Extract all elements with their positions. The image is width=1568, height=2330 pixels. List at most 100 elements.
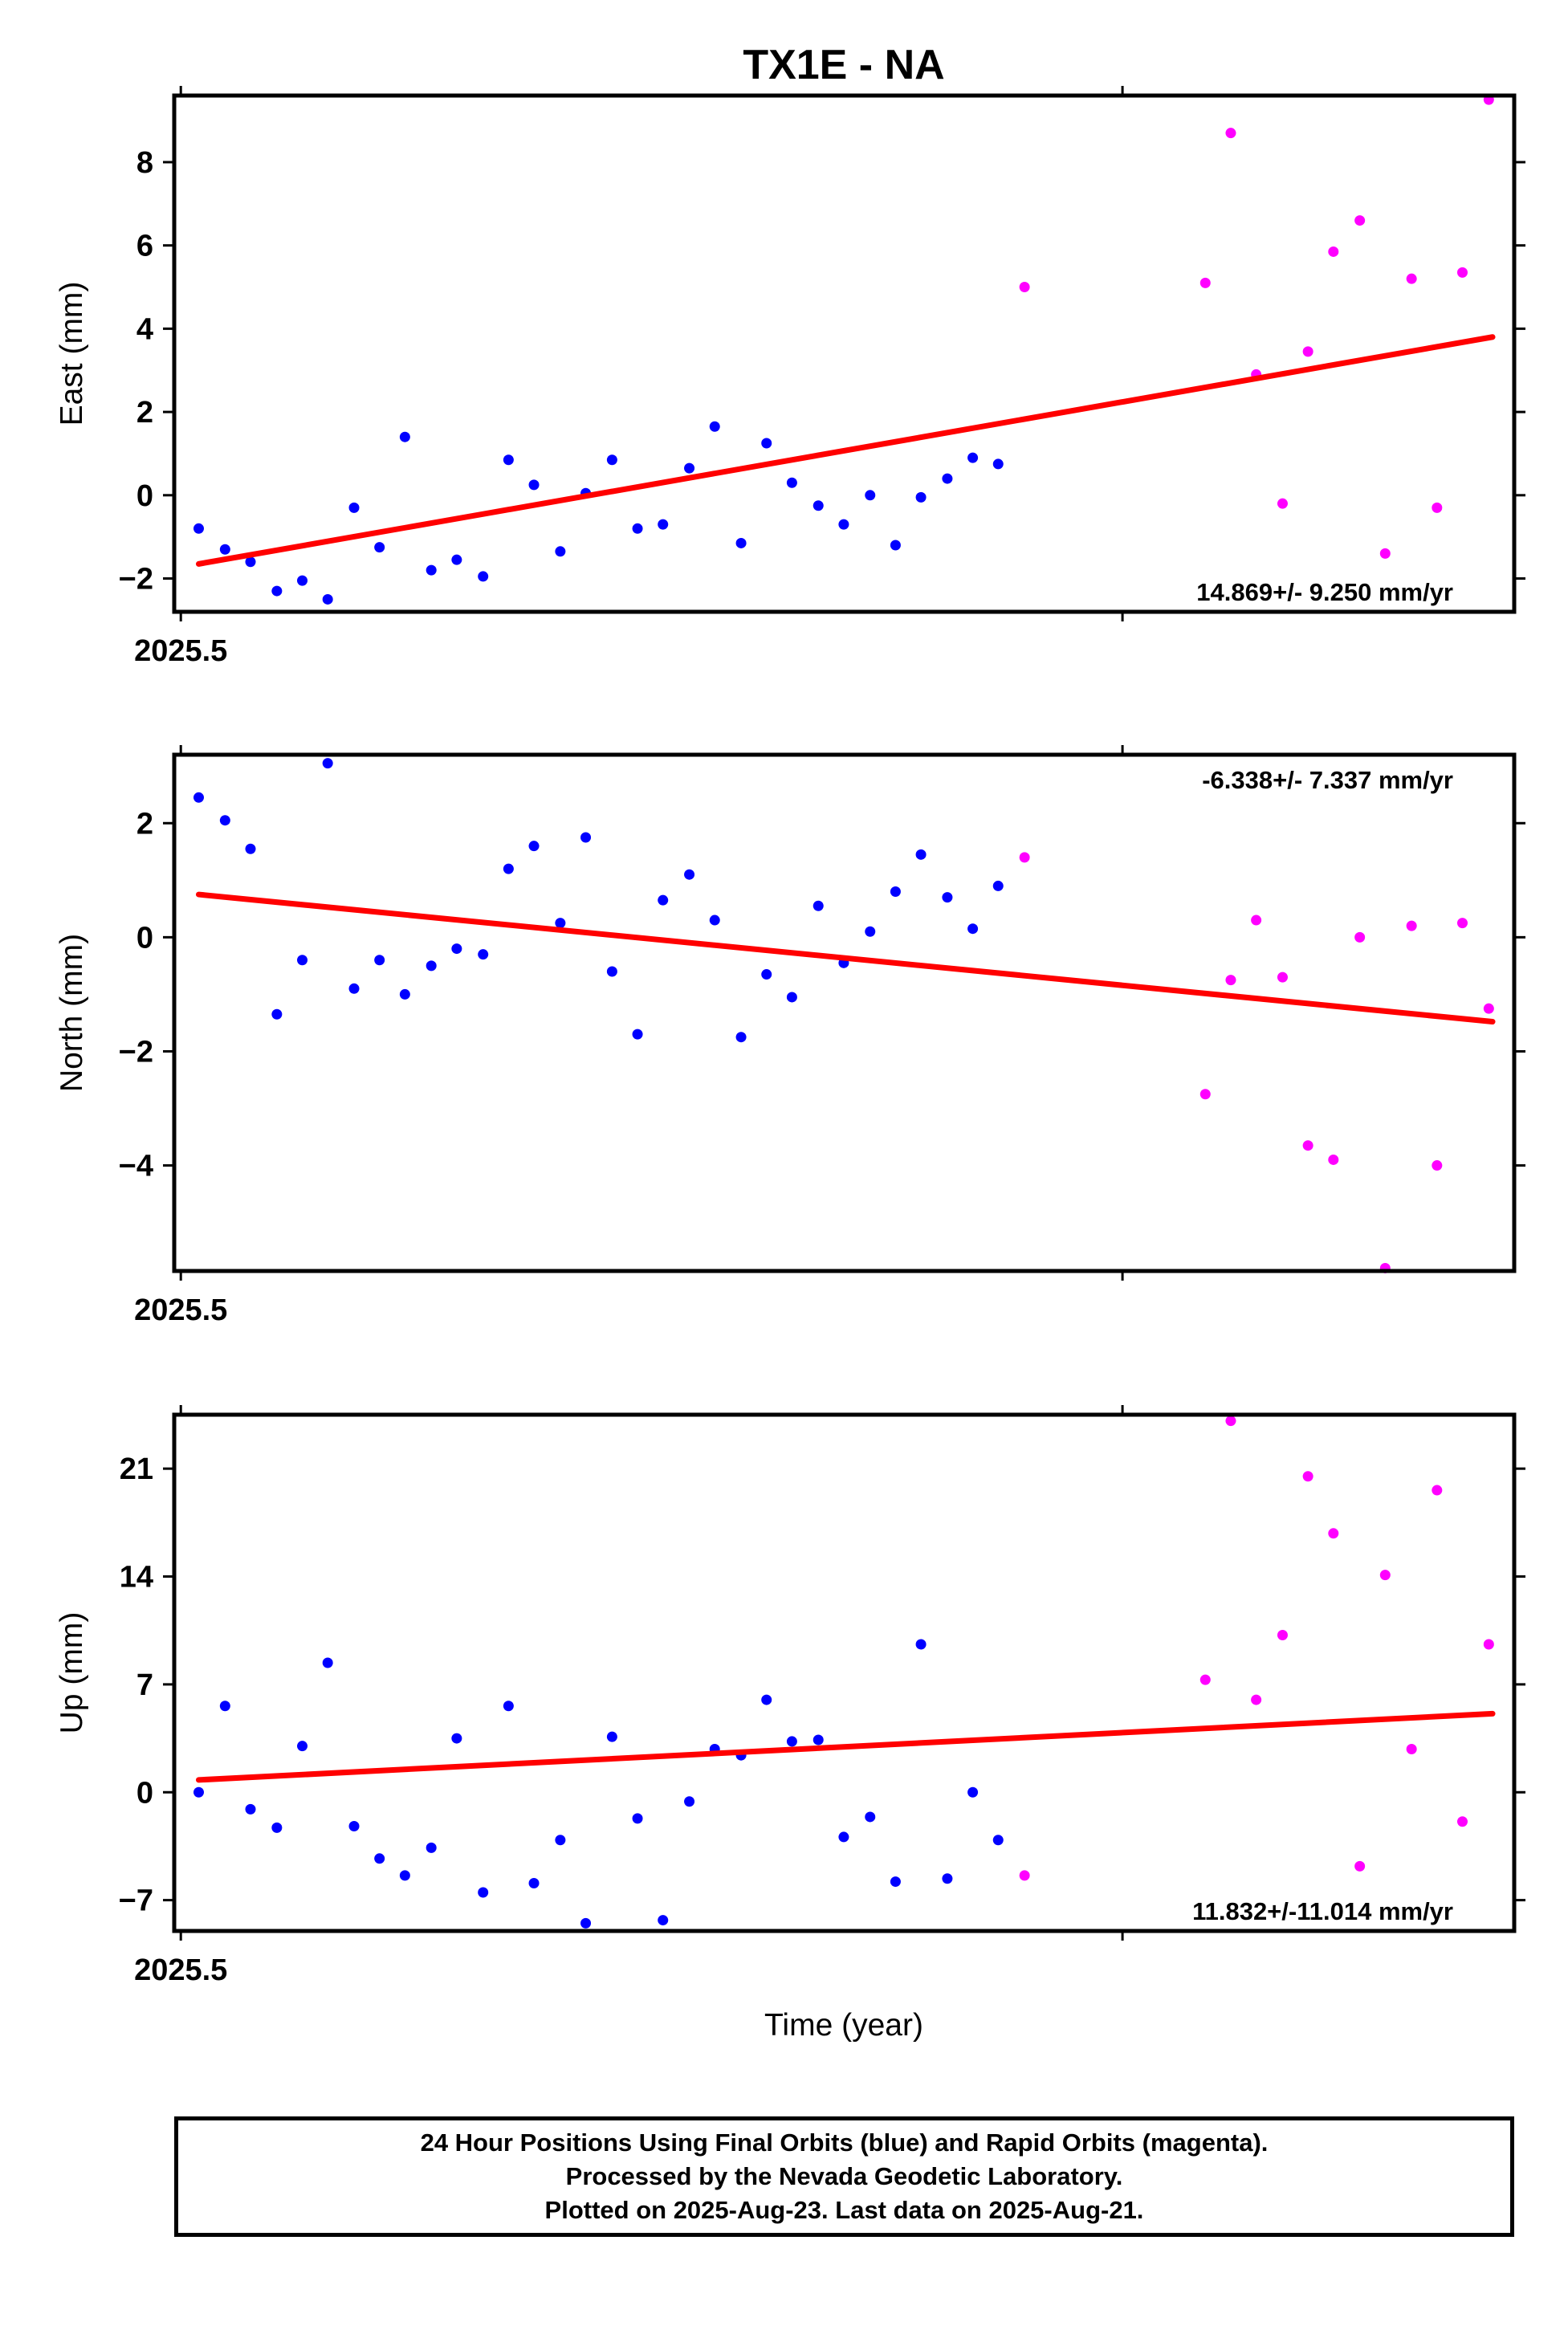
data-point [1225,975,1236,986]
data-point [555,1835,566,1846]
data-point [374,955,385,966]
series-blue [193,1639,1004,1929]
data-point [735,537,747,548]
x-tick-label: 2025.5 [134,1293,227,1327]
data-point [193,792,204,803]
data-point [426,960,437,972]
caption-line: Plotted on 2025-Aug-23. Last data on 202… [544,2196,1144,2224]
data-point [813,1734,824,1745]
y-tick-label: 0 [136,921,153,955]
panels: 2025.5 −2 0 2 4 6 8 East (mm) 14.869+/- 9.250 mm… [55,86,1525,1987]
data-point [1432,502,1443,513]
data-point [890,540,901,551]
data-point [451,554,462,565]
data-point [399,431,410,442]
data-point [426,1842,437,1853]
y-tick-label: 21 [120,1452,153,1486]
data-point [915,849,927,860]
data-point [838,519,849,530]
data-point [322,593,333,605]
data-point [478,949,489,960]
data-point [1456,267,1468,278]
data-point [1354,215,1366,226]
data-point [193,523,204,534]
data-point [1456,1816,1468,1827]
data-point [1483,1003,1494,1014]
chart-title: TX1E - NA [743,42,944,88]
data-point [865,926,876,937]
rate-annotation: 11.832+/-11.014 mm/yr [1192,1897,1453,1925]
data-point [245,1803,256,1815]
data-point [658,1915,669,1926]
data-point [890,1876,901,1888]
data-point [374,542,385,553]
data-point [1302,1140,1313,1151]
data-point [348,502,360,513]
series-magenta [1019,852,1494,1273]
data-point [915,1639,927,1650]
panel-up: 2025.5 −7 0 7 14 21 Up (mm) 11.832+/-11.014 mm/… [55,1405,1525,1987]
y-axis-label: Up (mm) [55,1612,89,1734]
plot-frame [172,1412,1517,1933]
data-point [1432,1160,1443,1171]
data-point [219,1701,230,1712]
data-point [322,758,333,769]
y-axis-label: East (mm) [55,282,89,426]
data-point [478,1887,489,1898]
caption-line: 24 Hour Positions Using Final Orbits (bl… [420,2128,1269,2157]
data-point [942,1873,953,1884]
y-tick-label: 8 [136,146,153,180]
data-point [1225,1416,1236,1427]
data-point [1354,1860,1366,1872]
data-point [735,1032,747,1043]
data-point [503,1701,514,1712]
y-tick-label: 2 [136,396,153,430]
data-point [297,955,308,966]
data-point [580,832,592,843]
series-blue [193,758,1004,1043]
data-point [245,843,256,854]
series-magenta [1019,94,1494,559]
data-point [813,900,824,911]
data-point [813,500,824,511]
data-point [865,490,876,501]
data-point [426,564,437,576]
panel-north: 2025.5 −4 −2 0 2 North (mm) -6.338+/- 7.337 mm… [55,745,1525,1327]
data-point [245,556,256,568]
data-point [1302,346,1313,357]
x-tick-label: 2025.5 [134,634,227,668]
data-point [684,869,695,880]
data-point [606,454,617,466]
data-point [271,1822,283,1833]
data-point [1483,1639,1494,1650]
data-point [1199,1674,1211,1685]
data-point [658,519,669,530]
series-blue [193,421,1004,605]
rate-annotation: -6.338+/- 7.337 mm/yr [1202,766,1453,794]
data-point [992,458,1004,470]
data-point [632,1029,643,1040]
data-point [1406,1744,1417,1755]
data-point [632,523,643,534]
y-tick-label: −2 [119,563,153,597]
y-tick-label: 2 [136,807,153,841]
series-magenta [1019,1416,1494,1881]
data-point [1354,931,1366,943]
data-point [555,918,566,929]
data-point [1328,246,1339,257]
data-point [658,894,669,906]
data-point [1277,972,1288,983]
data-point [684,1796,695,1807]
y-tick-label: −2 [119,1035,153,1069]
x-tick-label: 2025.5 [134,1953,227,1987]
data-point [786,477,797,488]
y-tick-label: 14 [120,1561,153,1595]
data-point [399,988,410,1000]
data-point [967,452,979,463]
data-point [1277,498,1288,509]
trend-line [195,334,1496,567]
data-point [1379,548,1391,559]
y-axis-label: North (mm) [55,934,89,1092]
x-axis-label: Time (year) [764,2008,923,2043]
